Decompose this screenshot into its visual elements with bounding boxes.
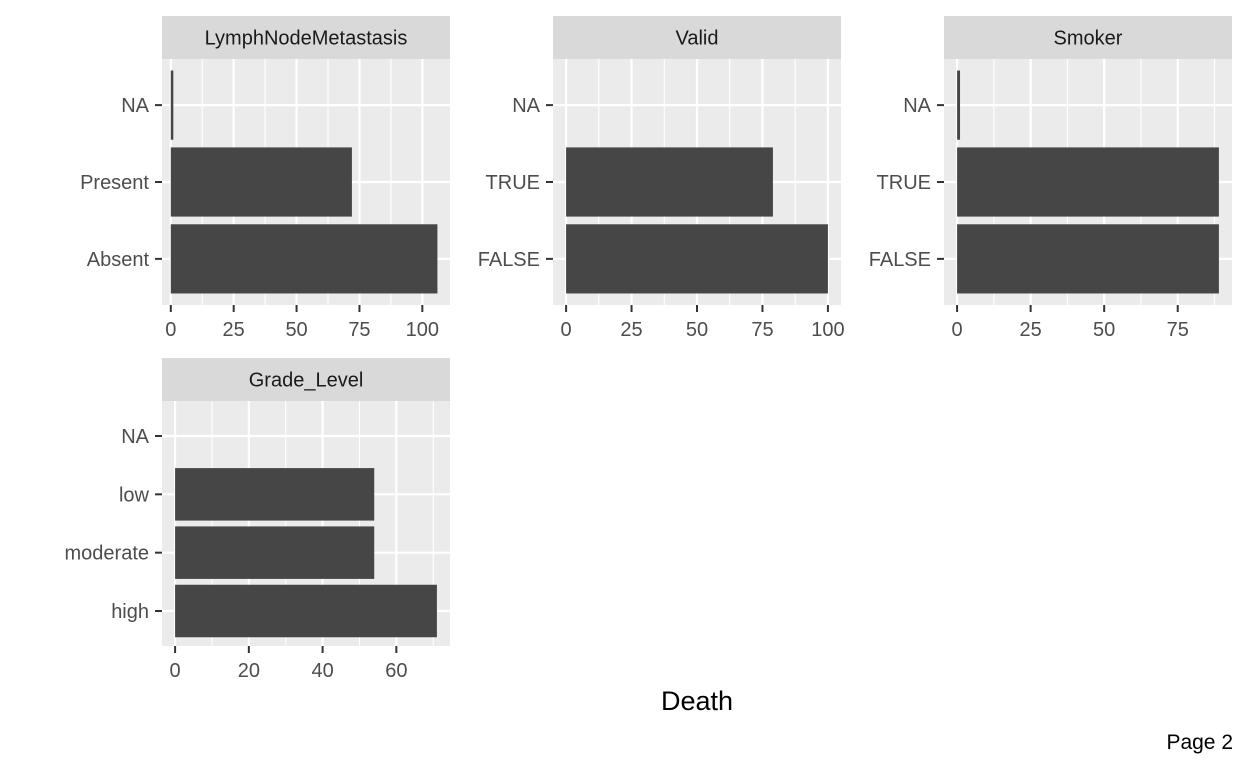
y-tick-label: moderate: [65, 543, 150, 565]
facet-strip: [162, 358, 450, 401]
x-tick-label: 25: [620, 319, 642, 341]
bar: [957, 147, 1219, 217]
y-tick-label: NA: [512, 95, 540, 117]
x-tick-label: 75: [348, 319, 370, 341]
x-tick-label: 50: [686, 319, 708, 341]
x-tick-label: 75: [1167, 319, 1189, 341]
x-tick-label: 50: [1093, 319, 1115, 341]
facet-panel: LymphNodeMetastasis Absent Present NA 0 25 50 7…: [80, 16, 450, 341]
bar: [957, 70, 961, 140]
x-tick-label: 0: [165, 319, 176, 341]
x-tick-label: 40: [311, 660, 333, 682]
facet-title: Grade_Level: [249, 370, 364, 392]
bar: [175, 468, 375, 521]
facet-title: Valid: [676, 28, 719, 50]
x-tick-label: 75: [751, 319, 773, 341]
x-tick-label: 0: [952, 319, 963, 341]
y-tick-label: NA: [903, 95, 931, 117]
x-tick-label: 60: [385, 660, 407, 682]
y-tick-label: high: [111, 601, 149, 623]
bar: [175, 526, 375, 579]
y-tick-label: TRUE: [486, 172, 540, 194]
y-tick-label: Present: [80, 172, 149, 194]
facet-panel: Valid FALSE TRUE NA 0 25 50 75 100: [478, 16, 845, 341]
x-tick-label: 25: [1020, 319, 1042, 341]
x-tick-label: 100: [811, 319, 844, 341]
y-tick-label: TRUE: [877, 172, 931, 194]
facet-title: Smoker: [1054, 28, 1123, 50]
x-tick-label: 0: [561, 319, 572, 341]
facet-panel: Smoker FALSE TRUE NA 0 25 50 75: [869, 16, 1232, 341]
facet-strip: [553, 16, 841, 59]
facet-strip: [944, 16, 1232, 59]
bar: [566, 224, 828, 294]
x-tick-label: 100: [406, 319, 439, 341]
y-tick-label: FALSE: [869, 249, 931, 271]
x-tick-label: 20: [238, 660, 260, 682]
x-axis-title: Death: [661, 686, 733, 716]
bar: [170, 70, 174, 140]
panels-layer: LymphNodeMetastasis Absent Present NA 0 25 50 7…: [65, 16, 1232, 682]
y-tick-label: NA: [121, 95, 149, 117]
bar: [170, 224, 438, 294]
x-tick-label: 25: [223, 319, 245, 341]
y-tick-label: FALSE: [478, 249, 540, 271]
bar: [566, 147, 773, 217]
y-tick-label: Absent: [87, 249, 150, 271]
bar: [175, 584, 437, 638]
page-label: Page 2: [1166, 731, 1233, 754]
facet-strip: [162, 16, 450, 59]
y-tick-label: NA: [121, 426, 149, 448]
bar: [170, 147, 352, 217]
bar: [957, 224, 1219, 294]
x-tick-label: 50: [285, 319, 307, 341]
y-tick-label: low: [119, 484, 150, 506]
facet-title: LymphNodeMetastasis: [205, 28, 408, 50]
x-tick-label: 0: [170, 660, 181, 682]
